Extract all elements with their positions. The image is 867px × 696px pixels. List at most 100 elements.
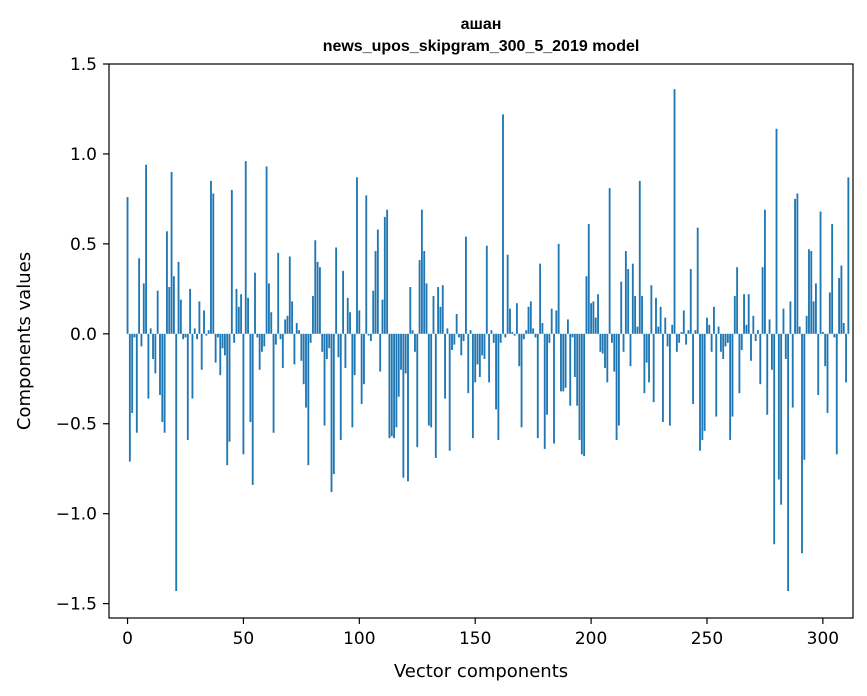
bar (597, 294, 599, 334)
bar (650, 285, 653, 334)
bar (485, 245, 488, 334)
bar (182, 333, 185, 340)
bar (835, 333, 838, 455)
bar (293, 333, 296, 365)
bar (532, 328, 535, 334)
bar (555, 310, 558, 334)
bar (543, 333, 546, 449)
bar (553, 333, 555, 444)
bar (346, 297, 349, 334)
bar (782, 308, 785, 334)
y-tick-label: 1.5 (70, 55, 97, 75)
bar (768, 319, 771, 334)
bar (249, 333, 252, 422)
bar (207, 330, 210, 334)
bar (534, 333, 537, 338)
bar (172, 276, 175, 334)
bar (131, 333, 134, 413)
bar (145, 164, 148, 334)
bar (126, 197, 129, 334)
bar (678, 333, 681, 343)
bar (747, 294, 750, 334)
bar (750, 333, 752, 361)
bar (309, 333, 312, 343)
chart-subtitle: news_upos_skipgram_300_5_2019 model (323, 38, 640, 55)
bar (483, 333, 486, 359)
bar (451, 333, 453, 350)
bar (363, 333, 365, 385)
bar (281, 333, 284, 368)
bar (726, 333, 729, 343)
bar (659, 306, 662, 334)
bar (536, 333, 539, 439)
bar (210, 180, 212, 334)
bar (414, 333, 416, 352)
bar (522, 333, 525, 340)
bar (710, 333, 713, 352)
bar (432, 296, 435, 334)
bar (812, 301, 815, 334)
bar (840, 265, 843, 334)
bar (335, 247, 338, 334)
bar (254, 272, 256, 334)
bar (474, 333, 477, 383)
bar (499, 333, 502, 343)
bar (300, 333, 303, 361)
bar (383, 216, 386, 334)
bar (360, 333, 363, 404)
bar (325, 333, 328, 359)
x-tick-label: 250 (691, 629, 723, 649)
bar (516, 303, 518, 334)
bar (662, 333, 664, 422)
bar (298, 330, 300, 334)
y-tick-label: −1.5 (56, 595, 97, 615)
bar (717, 326, 720, 334)
bar (729, 333, 732, 440)
bar (268, 283, 270, 334)
bar (471, 333, 474, 439)
bar (244, 161, 247, 334)
bar (156, 290, 159, 334)
bar (578, 333, 581, 440)
bar (509, 308, 511, 334)
bar (402, 333, 405, 478)
plot-frame (108, 63, 854, 619)
bar (636, 326, 639, 334)
bar (205, 333, 208, 336)
bar (777, 333, 780, 480)
bar (135, 333, 138, 433)
bar (490, 330, 493, 334)
bar (539, 263, 542, 334)
bar (407, 333, 409, 482)
x-tick-label: 200 (575, 629, 607, 649)
bar (175, 333, 178, 592)
bar (794, 198, 796, 334)
x-tick-label: 300 (807, 629, 839, 649)
bar (657, 326, 660, 334)
bar (469, 330, 472, 334)
bar (379, 333, 382, 372)
bar (562, 333, 565, 392)
bar (673, 89, 676, 334)
bar (814, 283, 817, 334)
bar (511, 332, 514, 334)
bar (279, 333, 282, 340)
bar (344, 333, 347, 368)
bar (604, 333, 606, 368)
bar (789, 301, 792, 334)
bar (128, 333, 131, 462)
bar (713, 306, 715, 334)
bar (233, 333, 236, 343)
bar (569, 333, 572, 406)
bar (372, 290, 375, 334)
x-tick-label: 100 (343, 629, 375, 649)
bar (615, 333, 618, 440)
bar (745, 324, 748, 334)
bar (376, 229, 379, 334)
bar (520, 333, 523, 428)
bar (810, 251, 813, 334)
bar (847, 177, 850, 334)
bar (821, 332, 824, 334)
bar (133, 333, 136, 338)
